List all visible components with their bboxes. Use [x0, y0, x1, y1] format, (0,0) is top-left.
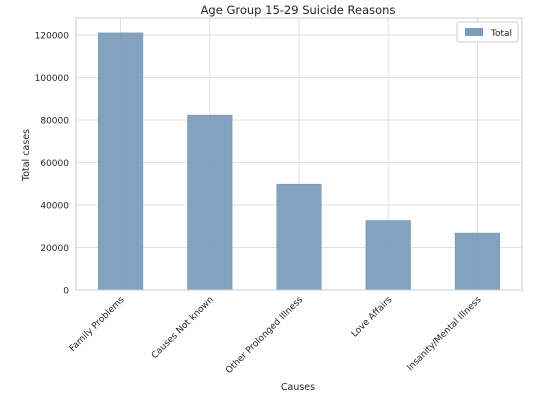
- x-tick-label: Family Problems: [68, 295, 127, 354]
- bar: [187, 114, 233, 291]
- y-tick-label: 60000: [40, 159, 69, 169]
- legend-box: [456, 21, 519, 43]
- plot-frame: [75, 17, 523, 291]
- legend: Total: [456, 21, 519, 43]
- y-tick-label: 80000: [40, 117, 69, 127]
- bar: [276, 183, 322, 291]
- chart-title: Age Group 15-29 Suicide Reasons: [201, 3, 396, 17]
- grid: [76, 18, 522, 291]
- x-tick-label: Love Affairs: [350, 295, 395, 340]
- x-axis-label: Causes: [281, 382, 315, 393]
- bars: [98, 32, 500, 291]
- y-tick-labels: 0 20000 40000 60000 80000 100000 120000: [35, 32, 70, 297]
- legend-swatch: [465, 28, 483, 36]
- y-tick-label: 100000: [35, 74, 70, 84]
- bar: [98, 32, 144, 291]
- x-tick-label: Insanity/Mental Illness: [405, 295, 483, 373]
- y-tick-label: 0: [63, 287, 69, 297]
- bar: [365, 220, 411, 291]
- y-axis-label: Total cases: [21, 129, 32, 182]
- bar: [454, 232, 500, 291]
- y-tick-label: 40000: [40, 202, 69, 212]
- x-tick-labels: Family Problems Causes Not known Other Pro…: [68, 295, 484, 376]
- y-tick-label: 120000: [35, 32, 70, 42]
- y-tick-label: 20000: [40, 244, 69, 254]
- legend-label: Total: [490, 29, 512, 39]
- x-tick-label: Other Prolonged Illness: [224, 295, 305, 376]
- axes: [75, 17, 523, 291]
- x-tick-label: Causes Not known: [150, 295, 216, 361]
